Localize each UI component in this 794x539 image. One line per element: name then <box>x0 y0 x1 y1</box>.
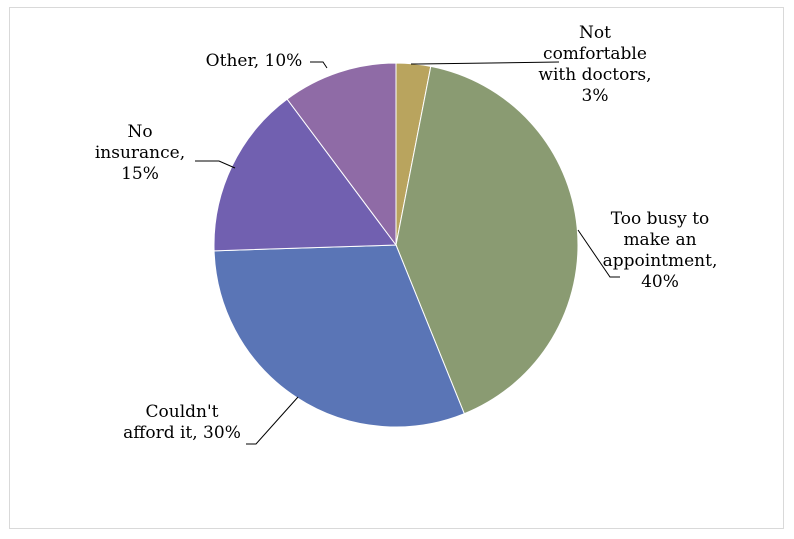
data-labels: Not comfortable with doctors, 3% Too busy to… <box>95 23 717 443</box>
leader-line-3 <box>246 396 299 445</box>
data-label-line: 15% <box>121 164 159 184</box>
pie-slice-3 <box>213 244 465 428</box>
data-label-4: No insurance, 15% <box>95 122 185 184</box>
data-label-3: Couldn't afford it, 30% <box>123 402 241 443</box>
data-label-1: Not comfortable with doctors, 3% <box>538 23 651 106</box>
data-label-line: 40% <box>641 272 679 292</box>
data-label-line: comfortable <box>543 44 647 64</box>
data-label-line: Too busy to <box>611 209 710 229</box>
data-label-line: make an <box>623 230 696 250</box>
data-label-line: No <box>127 122 152 142</box>
leader-line-5 <box>310 61 328 69</box>
data-label-line: appointment, <box>603 251 718 271</box>
data-label-line: Couldn't <box>146 402 219 422</box>
data-label-line: insurance, <box>95 143 185 163</box>
pie-slice-5 <box>286 62 397 247</box>
pie-slice-4 <box>213 98 397 252</box>
leader-lines <box>195 61 620 445</box>
pie-chart: Not comfortable with doctors, 3% Too busy to… <box>95 23 717 445</box>
data-label-line: with doctors, <box>538 65 651 85</box>
leader-line-4 <box>195 160 236 169</box>
data-label-2: Too busy to make an appointment, 40% <box>603 209 718 292</box>
leader-line-1 <box>411 61 560 65</box>
data-label-line: afford it, 30% <box>123 423 241 443</box>
pie-slice-2 <box>395 65 579 415</box>
leader-line-2 <box>577 229 620 278</box>
data-label-line: Not <box>579 23 611 43</box>
pie-slices <box>213 62 579 428</box>
data-label-5: Other, 10% <box>206 51 303 71</box>
chart-frame: Not comfortable with doctors, 3% Too busy to… <box>9 7 784 529</box>
data-label-line: Other, 10% <box>206 51 303 71</box>
data-label-line: 3% <box>582 86 609 106</box>
